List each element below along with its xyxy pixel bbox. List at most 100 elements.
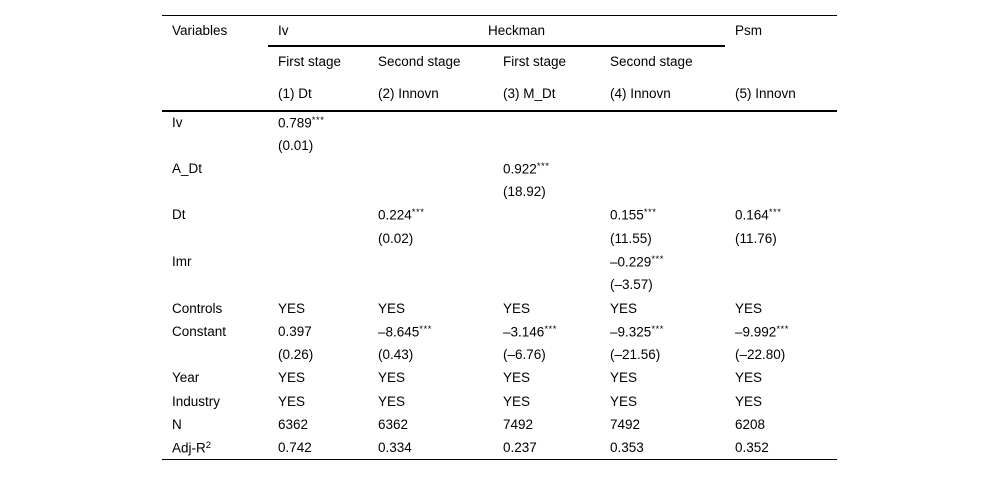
row-label [162, 180, 268, 203]
stage-header: First stage [503, 54, 567, 70]
significance-stars: *** [768, 207, 782, 219]
table-cell: YES [610, 300, 638, 316]
table-cell [493, 134, 600, 157]
table-cell: YES [610, 393, 638, 409]
table-cell: 6362 [378, 416, 409, 432]
table-cell [493, 204, 600, 227]
table-row: (18.92) [162, 180, 837, 203]
table-cell [268, 157, 368, 180]
table-cell [268, 180, 368, 203]
table-cell: –9.325*** [610, 323, 664, 340]
table-cell: 0.352 [735, 439, 769, 455]
table-row: Controls YES YES YES YES YES [162, 297, 837, 320]
stage-header-row: First stage Second stage First stage Sec… [162, 46, 837, 78]
stage-header: Second stage [610, 54, 693, 70]
table-cell [725, 111, 837, 134]
variables-header: Variables [172, 23, 228, 38]
table-row: (0.01) [162, 134, 837, 157]
table-cell: 0.742 [278, 439, 312, 455]
row-label: Controls [172, 300, 223, 316]
stage-header [725, 46, 837, 78]
table-cell: (18.92) [503, 184, 546, 200]
model-header: (2) Innovn [368, 77, 494, 112]
significance-stars: *** [311, 114, 325, 126]
table-cell [493, 111, 600, 134]
table-cell [725, 180, 837, 203]
table-cell [600, 180, 725, 203]
row-label [162, 227, 268, 250]
table-cell: 0.155*** [610, 207, 657, 223]
table-cell [368, 180, 493, 203]
row-label [162, 134, 268, 157]
table-cell: YES [278, 300, 306, 316]
group-label-heckman: Heckman [488, 22, 546, 38]
row-label: A_Dt [172, 160, 203, 176]
table-body: Iv 0.789*** (0.01) A_Dt 0.922*** (18.92) Dt 0.2… [162, 111, 837, 460]
stage-header: First stage [278, 54, 342, 70]
model-header: (1) Dt [268, 77, 368, 112]
table-cell: YES [735, 300, 763, 316]
table-cell: (–6.76) [503, 347, 546, 363]
significance-stars: *** [651, 253, 664, 265]
table-cell: YES [503, 370, 531, 386]
table-cell: (–22.80) [735, 347, 786, 363]
table-cell: YES [610, 370, 638, 386]
group-header-row: Variables Iv Heckman Psm [162, 15, 837, 47]
significance-stars: *** [651, 323, 664, 335]
table-cell [268, 227, 368, 250]
row-label [162, 343, 268, 366]
table-cell [725, 273, 837, 296]
table-row: Imr –0.229*** [162, 250, 837, 273]
group-header-heckman: Heckman [488, 15, 726, 47]
table-cell [368, 273, 493, 296]
table-cell: 0.237 [503, 439, 537, 455]
significance-stars: *** [643, 207, 657, 219]
table-cell: 7492 [503, 416, 534, 432]
group-label-iv: Iv [278, 22, 289, 38]
table-cell [368, 111, 493, 134]
table-cell: (11.76) [735, 230, 777, 246]
table-cell: YES [378, 370, 406, 386]
table-cell: YES [378, 300, 406, 316]
table-cell: (0.02) [378, 230, 414, 246]
table-cell [725, 134, 837, 157]
significance-stars: *** [544, 323, 557, 335]
table-cell: –8.645*** [378, 323, 432, 340]
table-cell: (0.26) [278, 347, 314, 363]
table-cell: 6208 [735, 416, 766, 432]
row-label: Imr [172, 253, 192, 269]
row-label: N [172, 416, 182, 432]
table-cell: 7492 [610, 416, 641, 432]
table-cell [493, 273, 600, 296]
table-cell: YES [503, 393, 531, 409]
model-header: (4) Innovn [600, 77, 726, 112]
row-label: Iv [172, 114, 183, 130]
table-row: (0.26) (0.43) (–6.76) (–21.56) (–22.80) [162, 343, 837, 366]
table-cell: YES [378, 393, 406, 409]
row-label: Dt [172, 207, 186, 223]
table-row: (0.02) (11.55) (11.76) [162, 227, 837, 250]
table-cell: (–3.57) [610, 277, 653, 293]
table-cell: (11.55) [610, 230, 652, 246]
table-cell [725, 250, 837, 273]
table-cell: 0.224*** [378, 207, 425, 223]
table-cell: –0.229*** [610, 253, 664, 270]
model-header-row: (1) Dt (2) Innovn (3) M_Dt (4) Innovn (5… [162, 77, 838, 112]
row-label: Year [172, 370, 200, 386]
row-label: Constant [172, 323, 227, 339]
row-label-superscript: 2 [205, 439, 212, 451]
table-cell [493, 227, 600, 250]
empty-cell [162, 77, 268, 112]
significance-stars: *** [536, 160, 550, 172]
table-cell: 0.397 [278, 323, 312, 339]
table-row: Year YES YES YES YES YES [162, 366, 837, 389]
row-label: Adj-R2 [172, 439, 212, 456]
table-row: Constant 0.397 –8.645*** –3.146*** –9.325***… [162, 320, 837, 343]
table-cell [493, 250, 600, 273]
table-cell: YES [735, 370, 763, 386]
table-row: N 6362 6362 7492 7492 6208 [162, 413, 837, 436]
table-cell: 6362 [278, 416, 309, 432]
table-cell: YES [278, 393, 306, 409]
table-cell: YES [735, 393, 763, 409]
